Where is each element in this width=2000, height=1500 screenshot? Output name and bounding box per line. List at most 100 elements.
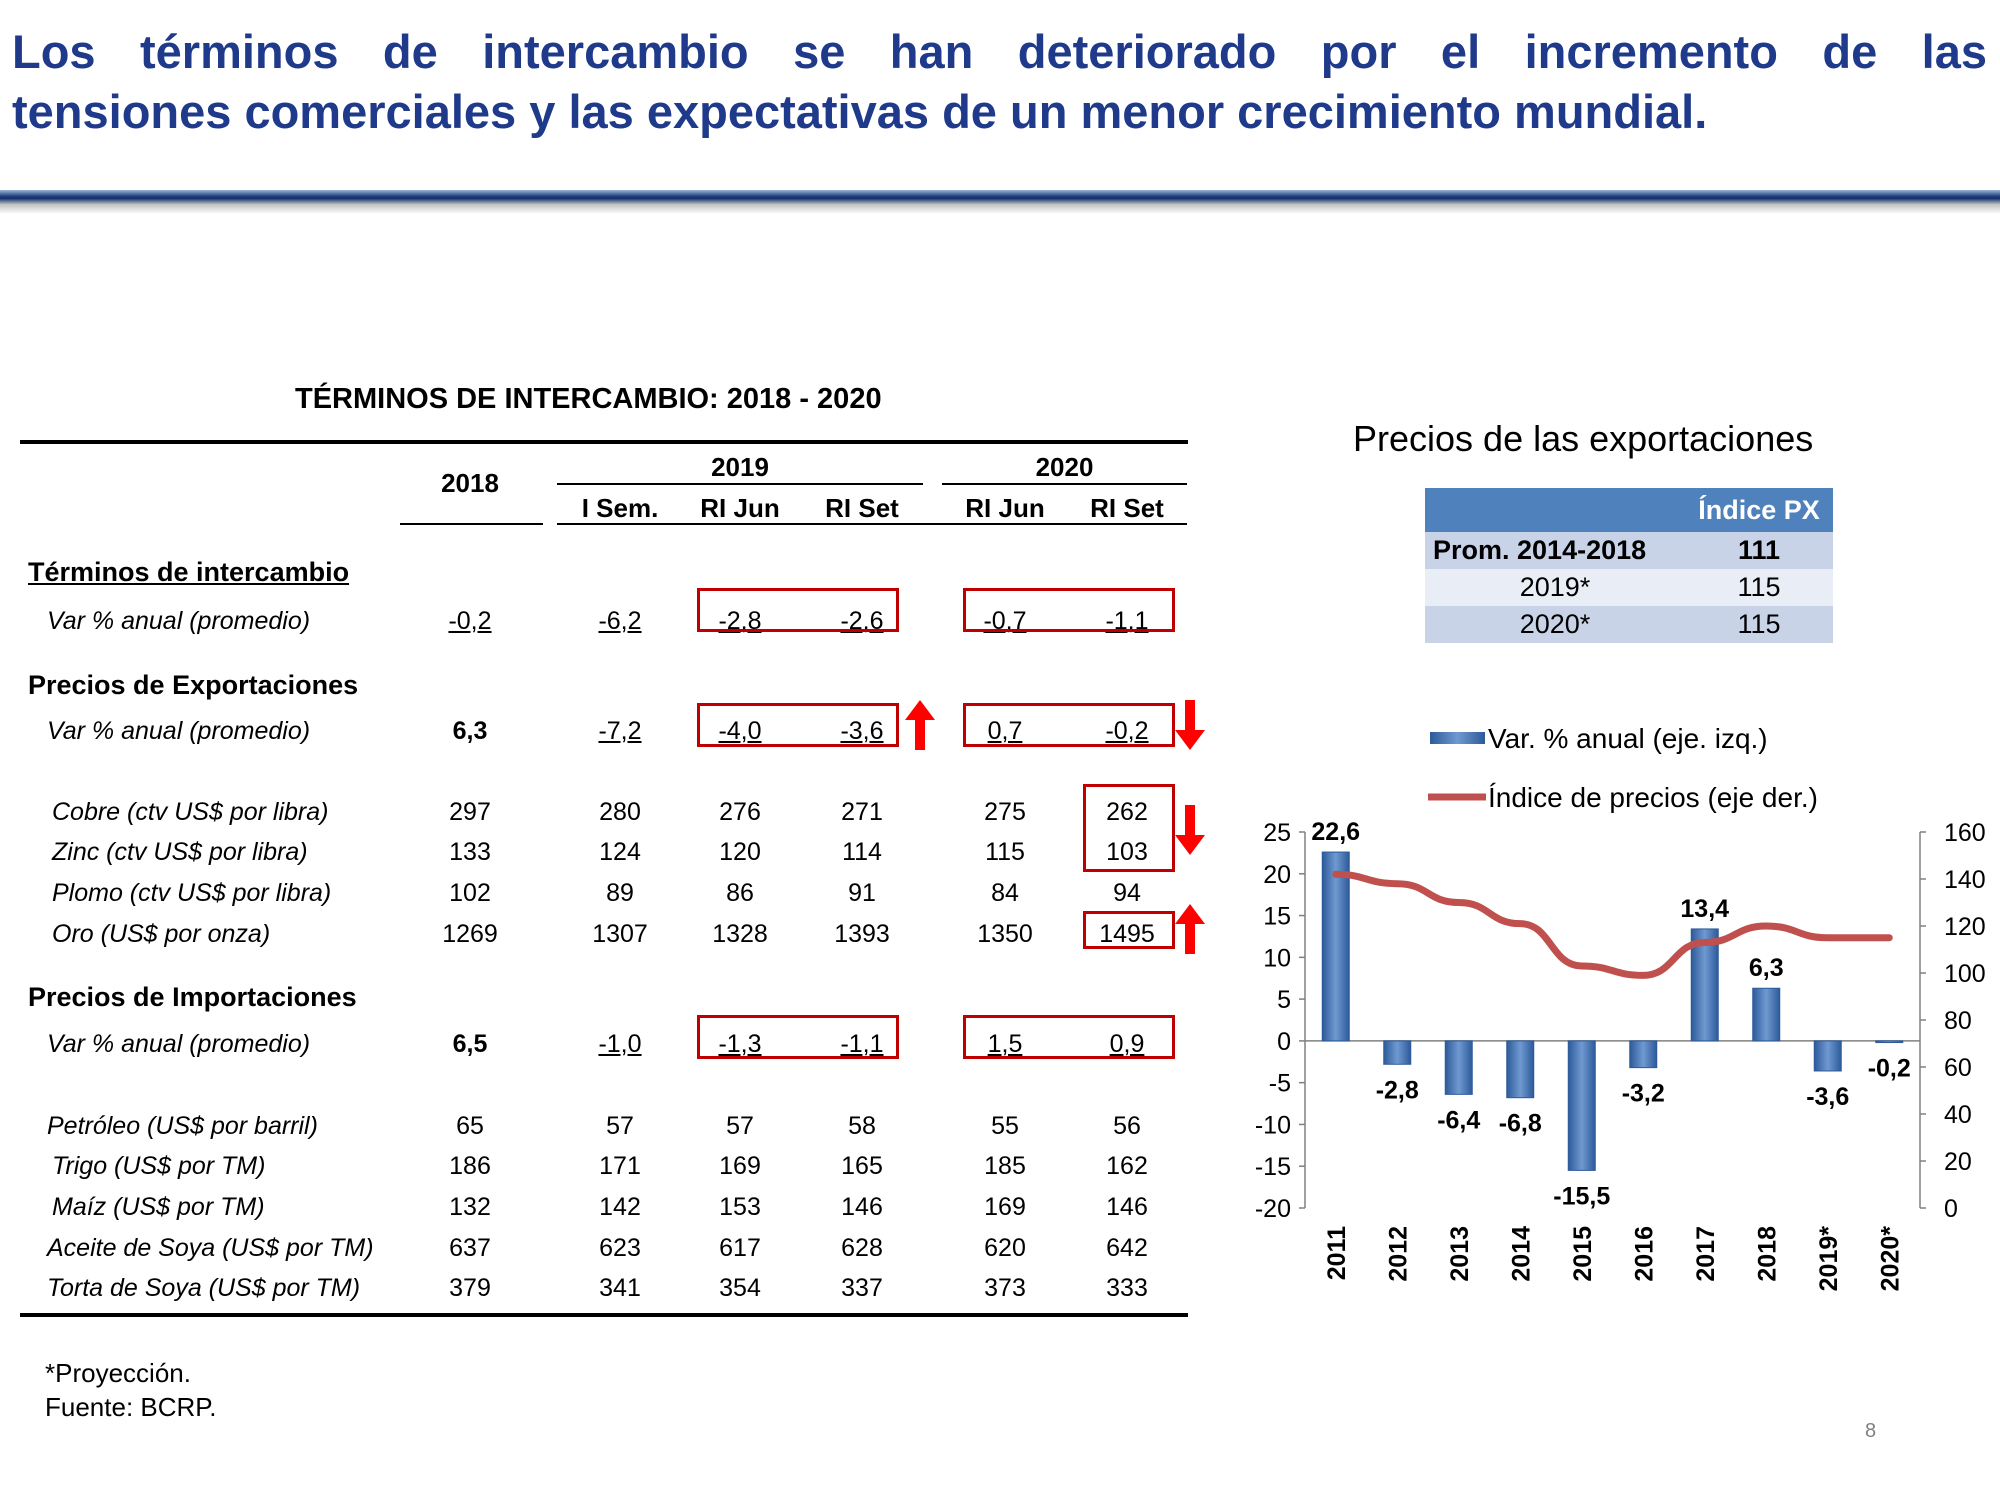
bar <box>1690 928 1719 1042</box>
table-cell: 1393 <box>834 920 890 948</box>
bar <box>1444 1040 1473 1095</box>
x-tick-label: 2016 <box>1630 1226 1658 1282</box>
table-cell: -6,2 <box>598 607 642 635</box>
legend-line-label: Índice de precios (eje der.) <box>1488 782 1818 813</box>
right-tick-label: 100 <box>1944 960 1986 988</box>
x-tick-label: 2014 <box>1507 1226 1535 1282</box>
index-px-value: 115 <box>1737 572 1781 602</box>
table-cell: 103 <box>1106 838 1148 866</box>
table-cell: -1,3 <box>718 1030 762 1058</box>
bar-data-label: -2,8 <box>1376 1076 1419 1104</box>
highlight-box <box>963 1015 1175 1059</box>
table-cell: 1,5 <box>987 1030 1023 1058</box>
col-header-2018: 2018 <box>441 468 499 498</box>
table-cell: 133 <box>449 838 491 866</box>
table-cell: -1,1 <box>840 1030 884 1058</box>
row-label: Var % anual (promedio) <box>47 717 311 745</box>
table-cell: 637 <box>449 1234 491 1262</box>
table-cell: 1269 <box>442 920 498 948</box>
table-cell: 169 <box>984 1193 1026 1221</box>
left-tick-label: 10 <box>1263 944 1291 972</box>
table-cell: -7,2 <box>598 717 642 745</box>
table-cell: 341 <box>599 1274 641 1302</box>
headline-line-2: tensiones comerciales y las expectativas… <box>12 85 1708 138</box>
table-cell: 337 <box>841 1274 883 1302</box>
headline-line-1: Los términos de intercambio se han deter… <box>12 25 1987 78</box>
table-cell: 620 <box>984 1234 1026 1262</box>
col-header-2020: 2020 <box>1035 452 1094 482</box>
index-px-value: 111 <box>1737 535 1781 565</box>
bar <box>1321 851 1350 1042</box>
header-divider-shadow <box>0 204 2000 214</box>
table-cell: 91 <box>848 879 876 907</box>
footnote-fuente: Fuente: BCRP. <box>45 1392 217 1422</box>
index-px-label: 2019* <box>1519 572 1591 602</box>
table-cell: 623 <box>599 1234 641 1262</box>
right-tick-label: 0 <box>1944 1195 1958 1223</box>
left-tick-label: -15 <box>1255 1153 1291 1181</box>
index-px-value: 115 <box>1737 609 1781 639</box>
right-tick-label: 60 <box>1944 1054 1972 1082</box>
table-cell: -0,2 <box>448 607 492 635</box>
right-tick-label: 80 <box>1944 1007 1972 1035</box>
section-precios-importaciones: Precios de Importaciones <box>28 982 357 1012</box>
bar-data-label: -3,6 <box>1806 1083 1849 1111</box>
section-precios-exportaciones: Precios de Exportaciones <box>28 670 359 700</box>
arrow-down-icon <box>1175 700 1205 750</box>
table-cell: -4,0 <box>718 717 762 745</box>
left-tick-label: -20 <box>1255 1195 1291 1223</box>
row-label: Torta de Soya (US$ por TM) <box>47 1274 361 1302</box>
table-cell: 0,7 <box>987 717 1023 745</box>
x-tick-label: 2018 <box>1753 1226 1781 1282</box>
index-px-label: 2020* <box>1519 609 1591 639</box>
legend-bar-swatch <box>1430 732 1485 744</box>
bar <box>1567 1040 1596 1171</box>
table-cell: 114 <box>842 838 882 866</box>
table-cell: 57 <box>726 1112 754 1140</box>
bar <box>1383 1040 1412 1065</box>
arrow-up-icon <box>1175 904 1205 954</box>
table-cell: -1,0 <box>598 1030 642 1058</box>
col-header-isem: I Sem. <box>581 493 659 523</box>
table-cell: -3,6 <box>840 717 884 745</box>
row-label: Cobre (ctv US$ por libra) <box>52 798 329 826</box>
table-cell: 262 <box>1106 798 1148 826</box>
row-label: Trigo (US$ por TM) <box>52 1152 266 1180</box>
legend-bar-label: Var. % anual (eje. izq.) <box>1488 723 1768 754</box>
bar-data-label: -0,2 <box>1868 1055 1911 1083</box>
highlight-box <box>963 588 1175 632</box>
table-cell: 124 <box>599 838 641 866</box>
table-cell: 57 <box>606 1112 634 1140</box>
table-cell: 55 <box>991 1112 1019 1140</box>
bar-data-label: -6,8 <box>1499 1110 1542 1138</box>
price-index-line <box>1332 870 1893 979</box>
arrow-down-icon <box>1175 805 1205 855</box>
left-tick-label: 20 <box>1263 861 1291 889</box>
table-cell: 58 <box>848 1112 876 1140</box>
rule-2019 <box>557 483 923 485</box>
bar-data-label: -3,2 <box>1622 1080 1665 1108</box>
table-cell: 120 <box>719 838 761 866</box>
table-cell: 146 <box>1106 1193 1148 1221</box>
highlight-box <box>697 588 899 632</box>
export-prices-chart: Var. % anual (eje. izq.) Índice de precio… <box>1255 723 1986 1291</box>
table-cell: 0,9 <box>1109 1030 1145 1058</box>
left-tick-label: 15 <box>1263 903 1291 931</box>
index-px-row: 2020* 115 <box>1425 606 1833 643</box>
x-tick-label: 2013 <box>1446 1226 1474 1282</box>
table-cell: 379 <box>449 1274 491 1302</box>
table-cell: 276 <box>719 798 761 826</box>
table-cell: 1307 <box>592 920 648 948</box>
table-cell: 280 <box>599 798 641 826</box>
table-bottom-rule <box>20 1313 1188 1317</box>
table-cell: 1350 <box>977 920 1033 948</box>
table-cell: 354 <box>719 1274 761 1302</box>
table-cell: 165 <box>841 1152 883 1180</box>
table-cell: 333 <box>1106 1274 1148 1302</box>
col-header-rijun-2020: RI Jun <box>965 493 1045 523</box>
table-cell: 56 <box>1113 1112 1141 1140</box>
table-cell: 86 <box>726 879 754 907</box>
table-cell: 102 <box>449 879 491 907</box>
arrow-up-icon <box>905 700 935 750</box>
index-px-header-row: Índice PX <box>1425 488 1833 532</box>
